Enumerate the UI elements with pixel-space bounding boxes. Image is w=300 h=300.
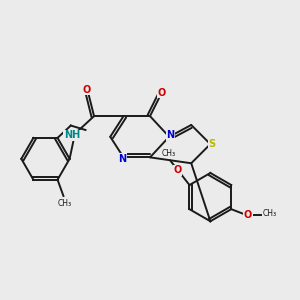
Text: CH₃: CH₃ — [162, 149, 176, 158]
Text: O: O — [82, 85, 91, 94]
Text: O: O — [158, 88, 166, 98]
Text: S: S — [208, 139, 215, 149]
Text: CH₃: CH₃ — [58, 199, 72, 208]
Text: O: O — [244, 210, 252, 220]
Text: CH₃: CH₃ — [262, 209, 276, 218]
Text: O: O — [173, 165, 182, 175]
Text: N: N — [118, 154, 126, 164]
Text: N: N — [167, 130, 175, 140]
Text: NH: NH — [64, 130, 80, 140]
